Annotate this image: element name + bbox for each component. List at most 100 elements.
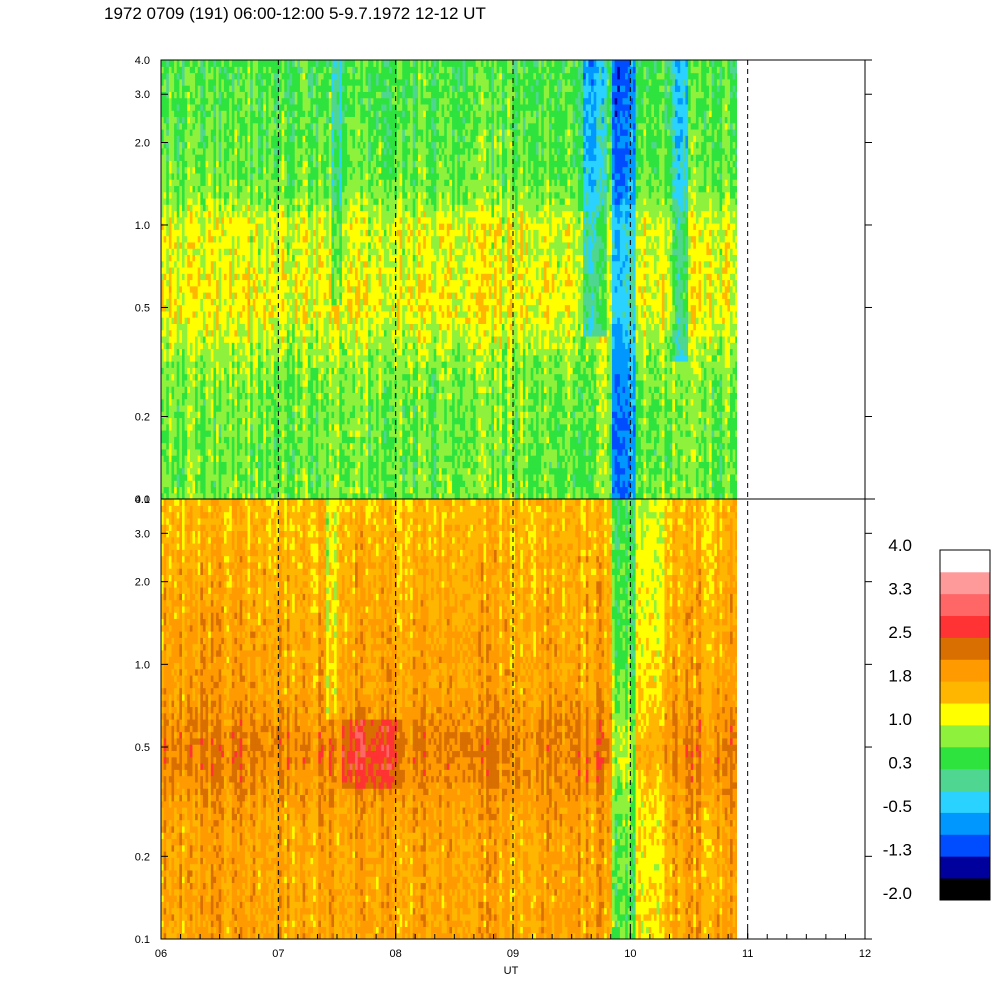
- heatmap-cell: [187, 398, 191, 406]
- heatmap-cell: [255, 273, 259, 281]
- heatmap-cell: [174, 241, 178, 249]
- heatmap-cell: [176, 492, 180, 499]
- heatmap-cell: [313, 216, 317, 224]
- heatmap-cell: [299, 66, 304, 74]
- heatmap-cell: [187, 141, 191, 149]
- heatmap-cell: [297, 361, 301, 368]
- heatmap-cell: [265, 386, 270, 393]
- heatmap-cell: [166, 66, 170, 74]
- heatmap-cell: [226, 122, 230, 130]
- heatmap-cell: [265, 486, 270, 494]
- heatmap-cell: [181, 241, 186, 249]
- heatmap-cell: [163, 172, 167, 180]
- heatmap-cell: [313, 310, 317, 318]
- heatmap-cell: [181, 335, 186, 343]
- heatmap-cell: [279, 147, 283, 155]
- heatmap-cell: [328, 66, 333, 74]
- heatmap-cell: [223, 103, 228, 111]
- heatmap-cell: [247, 404, 251, 412]
- heatmap-cell: [347, 404, 351, 412]
- heatmap-cell: [181, 492, 186, 499]
- heatmap-cell: [163, 386, 167, 393]
- heatmap-cell: [258, 185, 262, 193]
- heatmap-cell: [347, 455, 351, 462]
- heatmap-cell: [187, 430, 191, 437]
- heatmap-cell: [276, 404, 280, 412]
- heatmap-cell: [326, 304, 330, 312]
- heatmap-cell: [305, 361, 309, 368]
- heatmap-cell: [174, 78, 178, 86]
- heatmap-cell: [161, 172, 165, 180]
- heatmap-cell: [221, 455, 225, 462]
- heatmap-cell: [281, 223, 285, 230]
- heatmap-cell: [244, 185, 249, 193]
- heatmap-cell: [268, 361, 272, 368]
- heatmap-cell: [289, 141, 293, 149]
- heatmap-cell: [237, 354, 241, 362]
- heatmap-cell: [279, 248, 283, 256]
- heatmap-cell: [216, 448, 220, 456]
- heatmap-cell: [239, 480, 243, 488]
- heatmap-cell: [331, 342, 335, 350]
- heatmap-cell: [289, 442, 293, 450]
- heatmap-cell: [252, 229, 256, 237]
- heatmap-cell: [237, 480, 241, 488]
- heatmap-cell: [326, 154, 330, 161]
- heatmap-cell: [197, 411, 201, 419]
- heatmap-cell: [344, 160, 348, 168]
- heatmap-cell: [268, 373, 272, 381]
- heatmap-cell: [226, 179, 230, 187]
- heatmap-cell: [320, 335, 325, 343]
- heatmap-cell: [341, 235, 346, 243]
- heatmap-cell: [218, 110, 222, 118]
- heatmap-cell: [292, 72, 296, 80]
- heatmap-cell: [163, 266, 167, 274]
- heatmap-cell: [242, 191, 246, 199]
- heatmap-cell: [297, 348, 301, 356]
- heatmap-cell: [176, 241, 180, 249]
- heatmap-cell: [313, 304, 317, 312]
- heatmap-cell: [168, 298, 173, 306]
- heatmap-cell: [305, 260, 309, 268]
- heatmap-cell: [252, 78, 256, 86]
- heatmap-cell: [171, 85, 175, 92]
- heatmap-cell: [263, 172, 267, 180]
- heatmap-cell: [244, 404, 249, 412]
- heatmap-cell: [195, 436, 199, 444]
- heatmap-cell: [344, 361, 348, 368]
- heatmap-cell: [176, 329, 180, 337]
- heatmap-cell: [244, 241, 249, 249]
- heatmap-cell: [189, 361, 194, 368]
- heatmap-cell: [294, 329, 298, 337]
- heatmap-cell: [244, 122, 249, 130]
- heatmap-cell: [163, 417, 167, 425]
- heatmap-cell: [176, 348, 180, 356]
- heatmap-cell: [328, 404, 333, 412]
- heatmap-cell: [244, 128, 249, 136]
- heatmap-cell: [315, 423, 319, 431]
- heatmap-cell: [265, 298, 270, 306]
- heatmap-cell: [310, 135, 314, 143]
- heatmap-cell: [339, 404, 343, 412]
- heatmap-cell: [216, 317, 220, 324]
- heatmap-cell: [292, 354, 296, 362]
- heatmap-cell: [231, 116, 236, 124]
- heatmap-cell: [320, 85, 325, 92]
- heatmap-cell: [294, 304, 298, 312]
- heatmap-cell: [239, 204, 243, 212]
- heatmap-cell: [226, 154, 230, 161]
- heatmap-cell: [202, 241, 207, 249]
- heatmap-cell: [237, 235, 241, 243]
- heatmap-cell: [255, 128, 259, 136]
- heatmap-cell: [184, 411, 188, 419]
- heatmap-cell: [320, 430, 325, 437]
- heatmap-cell: [184, 492, 188, 499]
- heatmap-cell: [292, 172, 296, 180]
- heatmap-cell: [313, 473, 317, 481]
- heatmap-cell: [302, 361, 306, 368]
- heatmap-cell: [258, 423, 262, 431]
- heatmap-cell: [265, 103, 270, 111]
- heatmap-cell: [242, 128, 246, 136]
- heatmap-cell: [163, 285, 167, 293]
- heatmap-cell: [221, 154, 225, 161]
